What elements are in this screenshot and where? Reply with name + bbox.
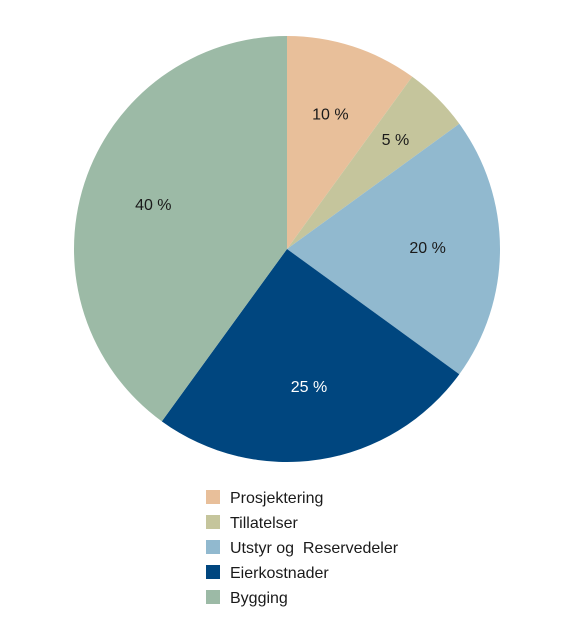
legend-label: Eierkostnader xyxy=(230,565,329,582)
slice-value-label: 20 % xyxy=(409,240,445,257)
legend-label: Prosjektering xyxy=(230,490,323,507)
legend-swatch xyxy=(206,515,220,529)
legend-swatch xyxy=(206,565,220,579)
pie-slice-labels: 10 % 5 % 20 % 25 % 40 % xyxy=(135,107,446,397)
legend: Prosjektering Tillatelser Utstyr og Reserv… xyxy=(206,490,399,607)
legend-swatch xyxy=(206,590,220,604)
pie-slice-eierkostnader xyxy=(161,249,460,463)
slice-value-label: 25 % xyxy=(291,379,327,396)
pie-slice-bygging xyxy=(73,36,287,422)
pie-slice-prosjektering xyxy=(287,36,413,249)
legend-label: Bygging xyxy=(230,590,288,607)
pie-slices xyxy=(73,36,501,463)
pie-slice-utstyr-og-reservedeler xyxy=(287,123,501,375)
slice-value-label: 40 % xyxy=(135,197,171,214)
legend-swatch xyxy=(206,540,220,554)
slice-value-label: 5 % xyxy=(382,132,410,149)
slice-value-label: 10 % xyxy=(312,107,348,124)
legend-label: Utstyr og Reservedeler xyxy=(230,540,399,557)
legend-swatch xyxy=(206,490,220,504)
pie-slice-tillatelser xyxy=(287,76,460,250)
legend-label: Tillatelser xyxy=(230,515,299,532)
